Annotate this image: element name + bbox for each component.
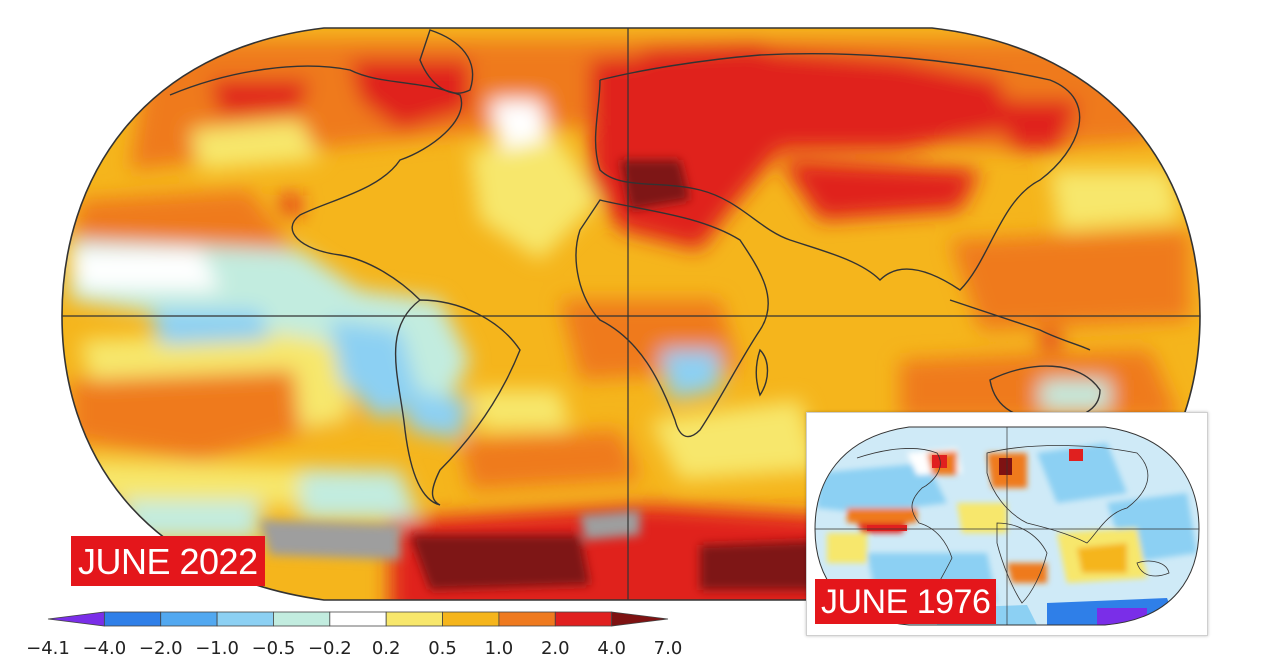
legend-swatch (611, 611, 669, 627)
june-2022-temperature-anomaly-map (61, 27, 1201, 601)
legend-swatch (103, 611, 162, 627)
color-scale-legend: −4.1 −4.0 −2.0 −1.0 −0.5 −0.2 0.2 0.5 1.0 2.0 4.0 7… (28, 611, 682, 659)
june-1976-inset: JUNE 1976 (806, 412, 1208, 636)
legend-swatches (47, 611, 669, 627)
legend-tick-label: 2.0 (541, 638, 570, 659)
legend-tick-label: 0.2 (372, 638, 401, 659)
legend-swatch (554, 611, 613, 627)
inset-coastlines (856, 445, 1170, 609)
legend-tick-label: −4.0 (83, 638, 127, 659)
legend-swatch (442, 611, 500, 627)
legend-swatch (273, 611, 331, 627)
inset-map-title: JUNE 1976 (815, 579, 997, 624)
legend-tick-label: −4.1 (28, 638, 70, 659)
legend-swatch (385, 611, 443, 627)
june-1976-temperature-anomaly-map (814, 426, 1200, 626)
legend-tick-label: 1.0 (485, 638, 514, 659)
legend-tick-label: −1.0 (195, 638, 239, 659)
main-map-title: JUNE 2022 (71, 536, 265, 586)
coastlines (169, 29, 1101, 506)
legend-swatch (216, 611, 274, 627)
legend-tick-label: 0.5 (428, 638, 457, 659)
legend-tick-labels: −4.1 −4.0 −2.0 −1.0 −0.5 −0.2 0.2 0.5 1.0 2.0 4.0 7… (28, 638, 682, 659)
legend-tick-label: −0.5 (252, 638, 296, 659)
legend-tick-label: 7.0 (654, 638, 683, 659)
legend-swatch (498, 611, 556, 627)
legend-swatch (160, 611, 218, 627)
legend-swatch (329, 611, 387, 627)
legend-swatch (47, 611, 105, 627)
legend-tick-label: 4.0 (597, 638, 626, 659)
legend-tick-label: −2.0 (139, 638, 183, 659)
anomaly-field (62, 28, 1200, 600)
legend-tick-label: −0.2 (308, 638, 352, 659)
inset-graticule (814, 426, 1200, 626)
